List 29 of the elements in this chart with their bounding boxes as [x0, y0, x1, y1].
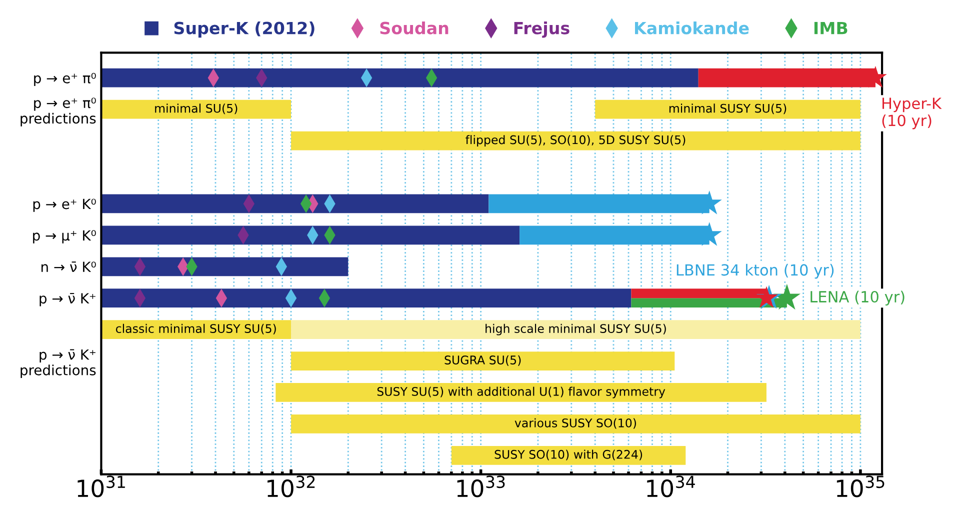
data-label: high scale minimal SUSY SU(5) — [486, 324, 666, 336]
annotation: LBNE 34 kton (10 yr) — [676, 264, 834, 279]
legend-label: Super-K (2012) — [174, 21, 314, 38]
x-tick-label: 10$^{31}$ — [78, 476, 125, 498]
y-tick-label: p → ν̄ K⁺ predictions — [20, 349, 96, 378]
data-label: SUGRA SU(5) — [444, 355, 521, 366]
data-label: minimal SUSY SU(5) — [669, 104, 786, 114]
y-tick-label: p → μ⁺ K⁰ — [33, 230, 96, 244]
data-label: various SUSY SO(10) — [514, 418, 636, 429]
data-label: minimal SU(5) — [155, 104, 238, 114]
annotation: Hyper-K (10 yr) — [882, 98, 942, 130]
y-tick-label: p → e⁺ π⁰ predictions — [20, 98, 96, 126]
legend-label: Frejus — [514, 21, 570, 38]
y-tick-label: n → ν̄ K⁰ — [42, 262, 96, 272]
x-tick-label: 10$^{35}$ — [836, 476, 884, 498]
x-tick-label: 10$^{33}$ — [457, 476, 505, 498]
data-label: flipped SU(5), SO(10), 5D SUSY SU(5) — [466, 135, 686, 147]
x-tick-label: 10$^{32}$ — [268, 476, 315, 498]
legend-label: IMB — [814, 22, 848, 34]
y-tick-label: p → ν̄ K⁺ — [40, 293, 96, 306]
x-tick-label: 10$^{34}$ — [647, 476, 695, 498]
data-label: SUSY SO(10) with G(224) — [494, 450, 642, 460]
annotation: LENA (10 yr) — [810, 290, 904, 306]
data-label: SUSY SU(5) with additional U(1) flavor symmetry — [377, 386, 666, 398]
y-tick-label: p → e⁺ π⁰ — [34, 72, 96, 86]
legend-label: Kamiokande — [635, 21, 749, 34]
legend-label: Soudan — [380, 21, 448, 34]
y-tick-label: p → e⁺ K⁰ — [33, 198, 96, 212]
data-label: classic minimal SUSY SU(5) — [116, 324, 276, 334]
